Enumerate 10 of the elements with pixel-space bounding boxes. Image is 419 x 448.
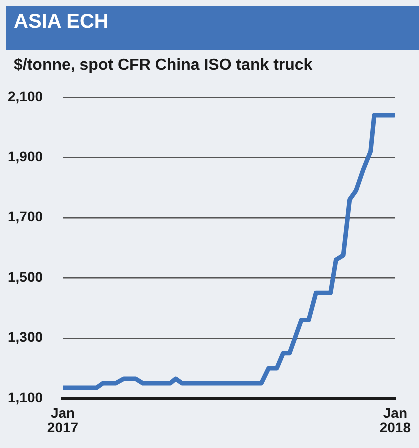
y-tick-label: 1,100	[8, 389, 44, 406]
y-tick-label: 1,500	[8, 268, 44, 285]
x-tick-label: Jan 2018	[380, 404, 412, 436]
chart-subtitle: $/tonne, spot CFR China ISO tank truck	[14, 57, 313, 75]
chart-title: ASIA ECH	[14, 11, 109, 34]
y-tick-label: 1,700	[8, 208, 44, 225]
x-tick-label: Jan 2017	[47, 404, 79, 436]
y-tick-label: 1,900	[8, 148, 44, 164]
y-tick-label: 1,300	[8, 329, 44, 346]
y-tick-label: 2,100	[8, 88, 44, 104]
